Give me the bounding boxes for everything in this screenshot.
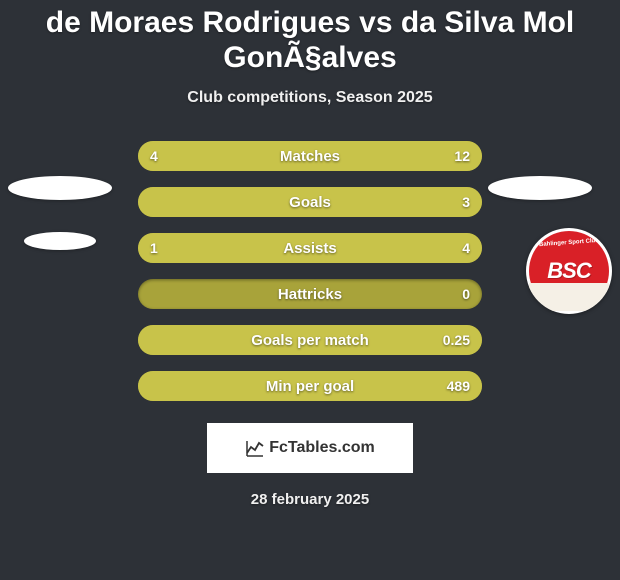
stat-label: Goals [138, 187, 482, 217]
stat-label: Matches [138, 141, 482, 171]
stat-row: Goals per match0.25 [138, 325, 482, 355]
stat-label: Min per goal [138, 371, 482, 401]
stat-value-left: 4 [150, 141, 158, 171]
stat-label: Goals per match [138, 325, 482, 355]
stat-value-right: 4 [462, 233, 470, 263]
stat-row: Hattricks0 [138, 279, 482, 309]
stat-row: Matches4 12 [138, 141, 482, 171]
stat-value-right: 3 [462, 187, 470, 217]
stat-row: Goals3 [138, 187, 482, 217]
fctables-icon [245, 438, 265, 458]
brand-box[interactable]: FcTables.com [207, 423, 413, 473]
brand-name: FcTables.com [269, 439, 375, 457]
stat-value-right: 12 [454, 141, 470, 171]
stats-container: Matches412Goals3Assists14Hattricks0Goals… [0, 141, 620, 401]
subtitle: Club competitions, Season 2025 [0, 89, 620, 107]
stat-value-left: 1 [150, 233, 158, 263]
stat-value-right: 0 [462, 279, 470, 309]
stat-label: Hattricks [138, 279, 482, 309]
stat-row: Assists1 4 [138, 233, 482, 263]
stat-value-right: 0.25 [443, 325, 470, 355]
stat-label: Assists [138, 233, 482, 263]
date-label: 28 february 2025 [0, 491, 620, 508]
page-title: de Moraes Rodrigues vs da Silva Mol GonÃ… [0, 0, 620, 75]
stat-row: Min per goal489 [138, 371, 482, 401]
stat-value-right: 489 [447, 371, 470, 401]
team-right-logo-main-text: BSC [547, 258, 590, 284]
